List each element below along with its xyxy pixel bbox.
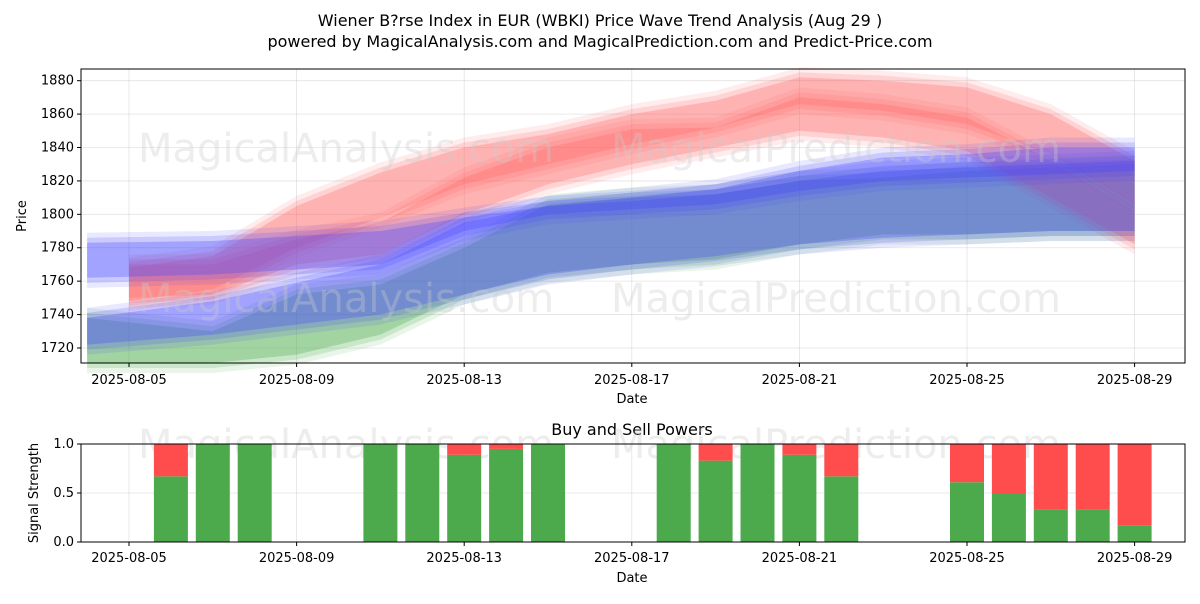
signal-x-ticks: 2025-08-05 2025-08-09 2025-08-13 2025-08-17… <box>91 542 1172 566</box>
blue-band-1-layer-1 <box>87 142 1135 350</box>
blue-band-1-layer-0 <box>87 137 1135 355</box>
sell-bar <box>1075 444 1110 510</box>
price-y-tick-label: 1800 <box>41 207 74 222</box>
sell-bar <box>1033 444 1068 510</box>
price-x-tick-label: 2025-08-17 <box>594 373 670 388</box>
signal-y-axis-label: Signal Strength <box>27 443 42 543</box>
watermark-analysis-top: MagicalAnalysis.com <box>138 126 554 172</box>
sell-bar <box>153 444 188 477</box>
price-x-tick-label: 2025-08-21 <box>762 373 838 388</box>
buy-bar <box>1075 509 1110 542</box>
buy-bar <box>237 444 272 542</box>
price-grid <box>81 69 1185 363</box>
price-x-axis-label: Date <box>616 392 647 407</box>
signal-chart-title: Buy and Sell Powers <box>551 420 713 439</box>
buy-bar <box>489 448 524 542</box>
signal-y-ticks: 0.0 0.5 1.0 <box>53 437 81 550</box>
price-y-ticks: 1720 1740 1760 1780 1800 1820 1840 1860 1880 <box>41 74 81 356</box>
price-y-tick-label: 1760 <box>41 274 74 289</box>
price-y-tick-label: 1720 <box>41 341 74 356</box>
sell-bar <box>1117 444 1152 526</box>
signal-bars <box>153 444 1152 542</box>
price-y-axis-label: Price <box>15 200 30 232</box>
red-band-0-layer-2 <box>129 97 1135 298</box>
sell-bar <box>447 444 482 455</box>
red-band-1-layer-2 <box>129 77 1135 302</box>
green-band-0-layer-1 <box>87 159 1135 369</box>
signal-x-tick-label: 2025-08-25 <box>929 551 1005 566</box>
signal-x-tick-label: 2025-08-17 <box>594 551 670 566</box>
buy-bar <box>656 444 691 542</box>
red-band-0-layer-1 <box>129 92 1135 303</box>
buy-bar <box>950 482 984 542</box>
signal-y-tick-label: 0.0 <box>53 535 74 550</box>
watermark-prediction-mid: MagicalPrediction.com <box>611 276 1061 322</box>
sell-bar <box>782 444 817 455</box>
sell-bar <box>698 444 733 461</box>
signal-y-tick-label: 1.0 <box>53 437 74 452</box>
buy-bar <box>1117 525 1152 542</box>
buy-bar <box>363 444 398 542</box>
buy-bar <box>1033 509 1068 542</box>
price-bands <box>87 67 1135 374</box>
signal-x-tick-label: 2025-08-13 <box>426 551 502 566</box>
signal-x-tick-label: 2025-08-21 <box>762 551 838 566</box>
chart-title-line2: powered by MagicalAnalysis.com and Magic… <box>267 32 932 51</box>
sell-bar <box>950 444 984 483</box>
price-x-tick-label: 2025-08-13 <box>426 373 502 388</box>
chart-title-line1: Wiener B?rse Index in EUR (WBKI) Price W… <box>318 11 882 30</box>
buy-bar <box>447 454 482 542</box>
price-y-tick-label: 1820 <box>41 174 74 189</box>
red-band-1-layer-0 <box>129 67 1135 312</box>
sell-bar <box>824 444 859 477</box>
sell-bar <box>991 444 1026 493</box>
green-band-0-layer-2 <box>87 164 1135 363</box>
price-y-tick-label: 1780 <box>41 241 74 256</box>
signal-x-tick-label: 2025-08-29 <box>1097 551 1173 566</box>
signal-x-tick-label: 2025-08-09 <box>259 551 335 566</box>
price-x-tick-label: 2025-08-05 <box>91 373 167 388</box>
price-watermarks: MagicalAnalysis.com MagicalPrediction.co… <box>138 126 1061 322</box>
buy-bar <box>698 460 733 542</box>
watermark-analysis-mid: MagicalAnalysis.com <box>138 276 554 322</box>
buy-bar <box>740 444 775 542</box>
blue-band-1-layer-2 <box>87 147 1135 345</box>
price-y-tick-label: 1840 <box>41 141 74 156</box>
red-band-0-layer-0 <box>129 87 1135 308</box>
blue-band-0-layer-0 <box>87 150 1135 288</box>
price-y-tick-label: 1860 <box>41 107 74 122</box>
signal-y-tick-label: 0.5 <box>53 486 74 501</box>
blue-band-0-layer-1 <box>87 155 1135 283</box>
buy-bar <box>531 444 565 542</box>
signal-x-axis-label: Date <box>616 571 647 586</box>
buy-bar <box>153 476 188 542</box>
price-x-tick-label: 2025-08-09 <box>259 373 335 388</box>
green-band-0-layer-0 <box>87 154 1135 374</box>
price-y-tick-label: 1880 <box>41 74 74 89</box>
sell-bar <box>489 444 524 449</box>
watermark-prediction-top: MagicalPrediction.com <box>611 126 1061 172</box>
price-y-tick-label: 1740 <box>41 308 74 323</box>
price-plot-frame <box>80 68 1186 364</box>
buy-bar <box>195 444 230 542</box>
buy-bar <box>782 454 817 542</box>
buy-bar <box>991 493 1026 542</box>
buy-bar <box>824 476 859 542</box>
blue-band-0-layer-2 <box>87 160 1135 278</box>
price-x-tick-label: 2025-08-25 <box>929 373 1005 388</box>
red-band-1-layer-1 <box>129 72 1135 307</box>
signal-x-tick-label: 2025-08-05 <box>91 551 167 566</box>
price-x-tick-label: 2025-08-29 <box>1097 373 1173 388</box>
price-x-ticks: 2025-08-05 2025-08-09 2025-08-13 2025-08-17… <box>91 363 1172 388</box>
buy-bar <box>405 444 440 542</box>
